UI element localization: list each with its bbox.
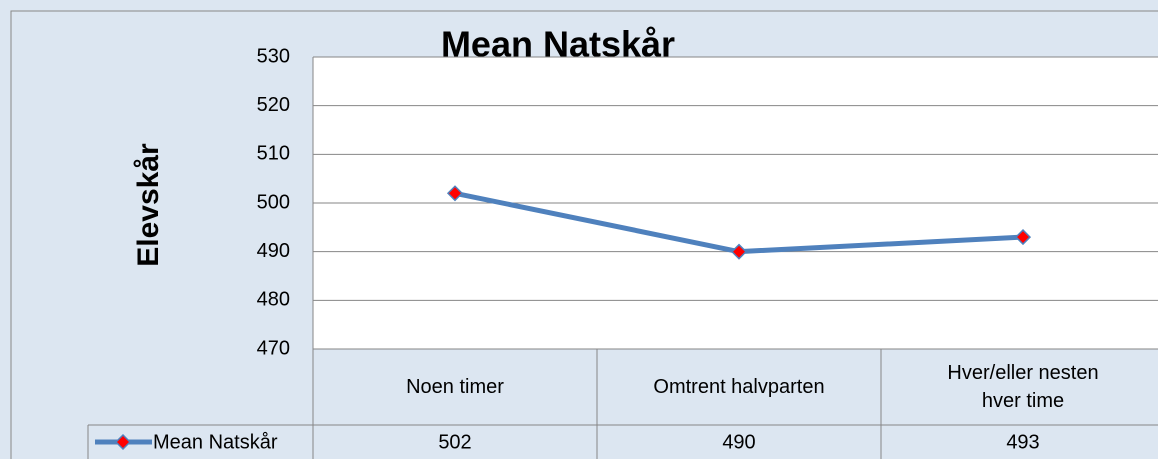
table-value: 490 (722, 431, 755, 453)
x-tick-label: Hver/eller nesten hver time (947, 362, 1099, 412)
y-tick-label: 480 (257, 289, 290, 311)
y-axis-label: Elevskår (132, 143, 165, 267)
y-tick-label: 500 (257, 191, 290, 213)
x-tick-label: Noen timer (406, 376, 504, 398)
y-tick-label: 490 (257, 240, 290, 262)
x-tick-label: Omtrent halvparten (653, 376, 825, 398)
table-value: 502 (438, 431, 471, 453)
chart-border (10, 10, 1158, 459)
chart-title: Mean Natskår (441, 24, 675, 65)
marker (730, 243, 748, 260)
y-tick-label: 470 (257, 337, 290, 359)
marker (1014, 229, 1032, 246)
y-tick-label: 520 (257, 94, 290, 116)
y-tick-label: 530 (257, 45, 290, 67)
table-value: 493 (1006, 431, 1039, 453)
legend-label: Mean Natskår (153, 431, 278, 453)
legend-key-marker (114, 433, 132, 451)
y-tick-label: 510 (257, 143, 290, 165)
marker (446, 185, 464, 202)
